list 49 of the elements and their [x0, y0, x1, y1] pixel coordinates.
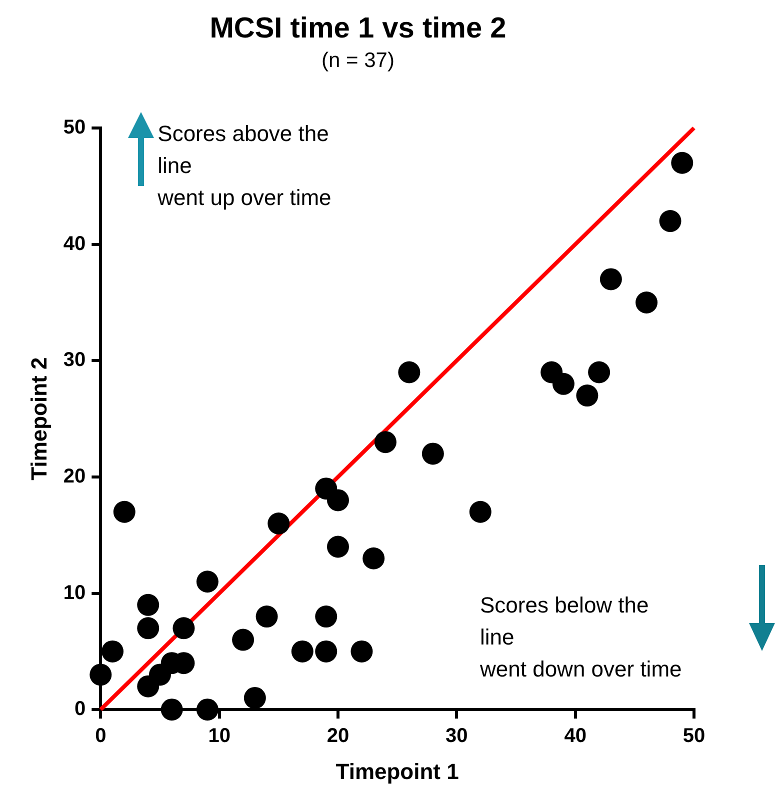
point: [469, 500, 492, 523]
point: [315, 640, 338, 662]
x-tick-label: 30: [446, 725, 468, 748]
point: [137, 617, 160, 640]
x-axis-title: Timepoint 1: [336, 758, 459, 784]
y-tick-label: 40: [63, 232, 86, 255]
chart-title: MCSI time 1 vs time 2: [210, 12, 506, 44]
point: [588, 361, 610, 384]
y-tick-label: 30: [63, 349, 86, 372]
point: [244, 686, 266, 709]
point: [636, 291, 658, 314]
point: [659, 210, 682, 232]
point: [90, 664, 112, 686]
point: [268, 512, 290, 534]
point: [102, 640, 124, 662]
point: [326, 489, 349, 512]
point: [350, 640, 373, 662]
point: [256, 606, 278, 628]
x-tick-label: 40: [564, 725, 586, 748]
y-tick-label: 10: [63, 582, 86, 604]
point: [374, 431, 396, 454]
y-tick-label: 20: [63, 465, 86, 488]
point: [422, 442, 444, 465]
point: [398, 361, 420, 384]
point: [315, 606, 338, 628]
point: [600, 268, 622, 290]
y-axis-title: Timepoint 2: [26, 357, 52, 480]
chart-subtitle: (n = 37): [322, 49, 394, 72]
x-tick-label: 20: [326, 725, 350, 748]
point: [362, 547, 385, 570]
point: [172, 617, 195, 640]
point: [113, 500, 136, 523]
point: [137, 594, 160, 616]
point: [196, 570, 218, 593]
x-tick-label: 0: [95, 725, 106, 748]
point: [160, 698, 183, 721]
point: [291, 640, 314, 662]
point: [326, 536, 349, 558]
x-tick-label: 50: [682, 725, 706, 748]
point: [671, 152, 694, 174]
y-tick-label: 50: [63, 116, 86, 139]
annotation: Scores above the line went up over time: [156, 121, 332, 210]
annotation: Scores below the line went down over time: [479, 592, 682, 682]
point: [552, 372, 574, 395]
y-tick-label: 0: [74, 698, 86, 720]
point: [576, 384, 598, 407]
point: [196, 698, 218, 721]
point: [232, 628, 254, 651]
x-tick-label: 10: [208, 725, 230, 748]
